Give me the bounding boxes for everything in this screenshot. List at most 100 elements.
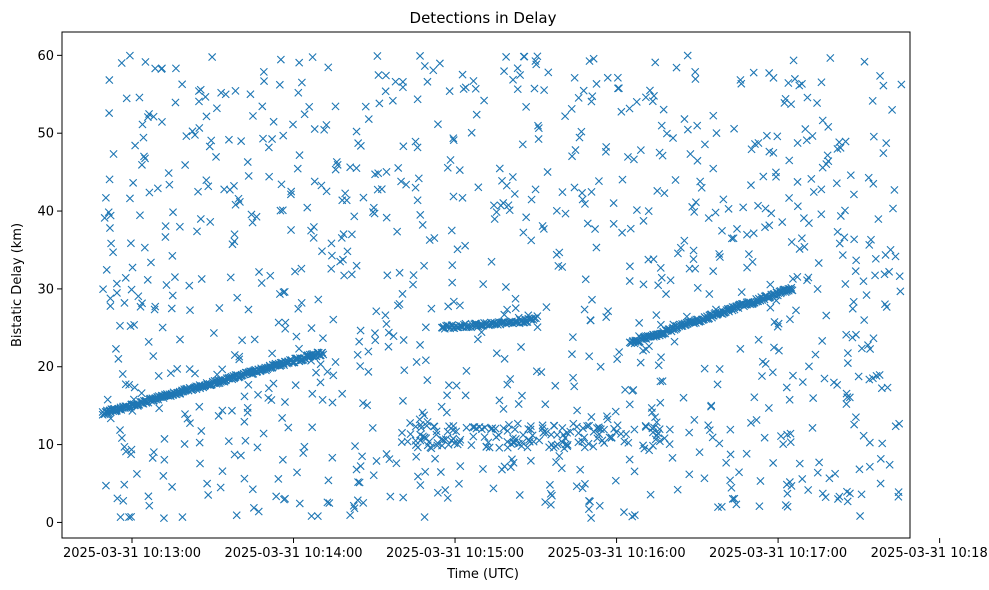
data-point — [207, 136, 216, 145]
data-point — [394, 163, 403, 172]
data-point — [455, 301, 464, 310]
data-point — [250, 335, 259, 344]
data-point — [393, 227, 402, 236]
data-point — [145, 501, 154, 510]
data-point — [240, 474, 249, 483]
data-point — [151, 64, 160, 73]
data-point — [764, 403, 773, 412]
data-point — [105, 175, 114, 184]
data-point — [592, 79, 601, 88]
data-point — [754, 335, 763, 344]
data-point — [386, 492, 395, 501]
data-point — [195, 438, 204, 447]
data-point — [572, 482, 581, 491]
data-point — [842, 330, 851, 339]
data-point — [808, 132, 817, 140]
data-point — [754, 139, 763, 147]
data-point — [787, 100, 796, 109]
data-point — [584, 505, 593, 514]
data-point — [609, 219, 618, 228]
data-point — [340, 271, 349, 280]
data-point — [361, 102, 370, 111]
data-point — [338, 389, 347, 398]
data-point — [328, 453, 337, 462]
data-point — [711, 208, 720, 217]
data-point — [705, 426, 714, 435]
data-point — [749, 68, 758, 77]
data-point — [423, 418, 432, 427]
data-point — [243, 408, 252, 417]
data-point — [822, 311, 831, 320]
data-point — [583, 219, 592, 228]
data-point — [574, 93, 583, 102]
data-point — [613, 84, 622, 93]
data-point — [381, 87, 390, 96]
data-point — [445, 87, 454, 96]
data-point — [585, 352, 594, 361]
data-point — [513, 419, 522, 428]
data-point — [398, 83, 407, 92]
data-point — [508, 173, 517, 181]
data-point — [416, 340, 425, 349]
data-point — [100, 213, 109, 222]
data-point — [159, 514, 168, 523]
data-point — [254, 507, 263, 516]
data-point — [171, 64, 180, 73]
data-point — [835, 138, 844, 147]
data-point — [595, 501, 604, 510]
data-point — [106, 414, 115, 423]
data-point — [314, 295, 323, 304]
data-point — [549, 421, 558, 430]
data-point — [665, 425, 674, 434]
data-point — [382, 450, 391, 459]
data-point — [726, 476, 735, 485]
data-point — [478, 465, 487, 474]
data-point — [558, 438, 567, 447]
data-point — [433, 488, 442, 497]
data-point — [224, 135, 233, 144]
data-point — [563, 442, 572, 451]
data-point — [420, 513, 429, 522]
data-point — [526, 456, 535, 465]
data-point — [625, 400, 634, 409]
data-point — [135, 211, 144, 220]
data-point — [308, 423, 317, 432]
data-point — [859, 431, 868, 440]
data-point — [409, 271, 418, 280]
data-point — [813, 98, 822, 107]
data-point — [594, 423, 603, 432]
data-point — [469, 432, 478, 441]
data-point — [785, 478, 794, 487]
data-point — [228, 240, 237, 249]
data-point — [355, 337, 364, 346]
data-point — [888, 105, 897, 114]
data-point — [526, 425, 535, 434]
data-point — [864, 173, 873, 182]
data-point — [832, 179, 841, 188]
data-point — [216, 377, 225, 386]
data-point — [639, 280, 648, 289]
data-point — [615, 348, 624, 357]
data-point — [748, 257, 757, 266]
data-point — [157, 64, 166, 73]
data-point — [495, 443, 504, 452]
data-point — [840, 233, 849, 242]
data-point — [144, 337, 153, 346]
data-point — [310, 177, 319, 186]
data-point — [533, 323, 542, 332]
data-point — [436, 468, 445, 477]
data-point — [308, 53, 317, 62]
data-point — [343, 247, 352, 256]
data-point — [598, 436, 607, 445]
data-point — [133, 402, 142, 410]
data-point — [125, 194, 134, 203]
data-point — [225, 185, 234, 194]
data-point — [519, 228, 528, 237]
data-point — [772, 296, 781, 305]
data-point — [356, 326, 365, 335]
data-point — [364, 115, 373, 124]
data-point — [750, 393, 759, 402]
data-point — [607, 433, 616, 442]
data-point — [194, 97, 203, 106]
data-point — [589, 54, 598, 63]
